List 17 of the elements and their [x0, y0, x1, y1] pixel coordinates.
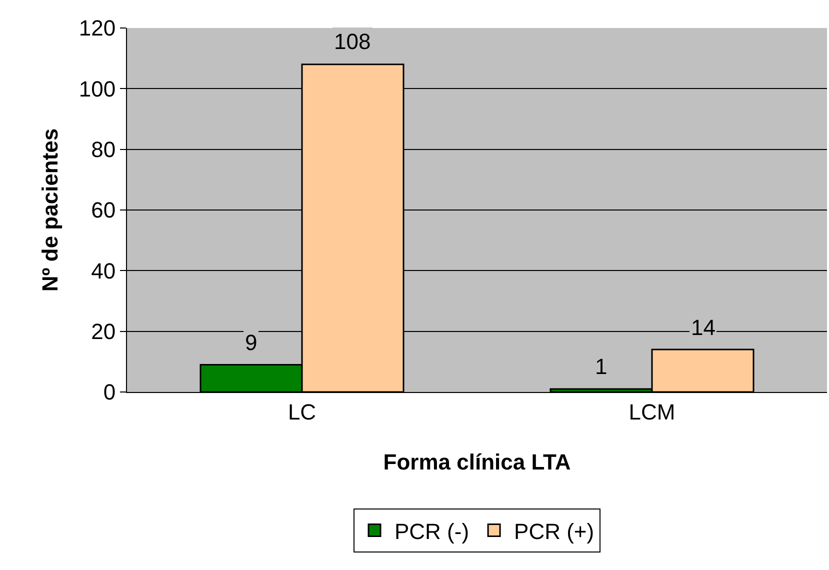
y-tick-label: 20 [91, 319, 116, 344]
y-tick-label: 100 [78, 76, 116, 102]
y-tick-label: 0 [103, 380, 116, 405]
y-tick-label: 80 [91, 137, 116, 162]
y-tick-label: 40 [91, 258, 116, 284]
data-label: 9 [245, 330, 258, 355]
x-tick-label: LC [288, 399, 316, 424]
y-tick-label: 120 [78, 16, 116, 41]
x-tick-label: LCM [628, 399, 676, 424]
legend-label: PCR (+) [514, 518, 594, 544]
legend-label: PCR (-) [394, 518, 470, 544]
y-tick-label: 60 [91, 198, 116, 223]
data-label: 1 [595, 354, 608, 379]
y-axis-title: Nº de pacientes [38, 128, 63, 292]
data-label: 14 [691, 315, 716, 340]
data-label: 108 [334, 29, 371, 54]
x-axis-title: Forma clínica LTA [383, 449, 571, 474]
